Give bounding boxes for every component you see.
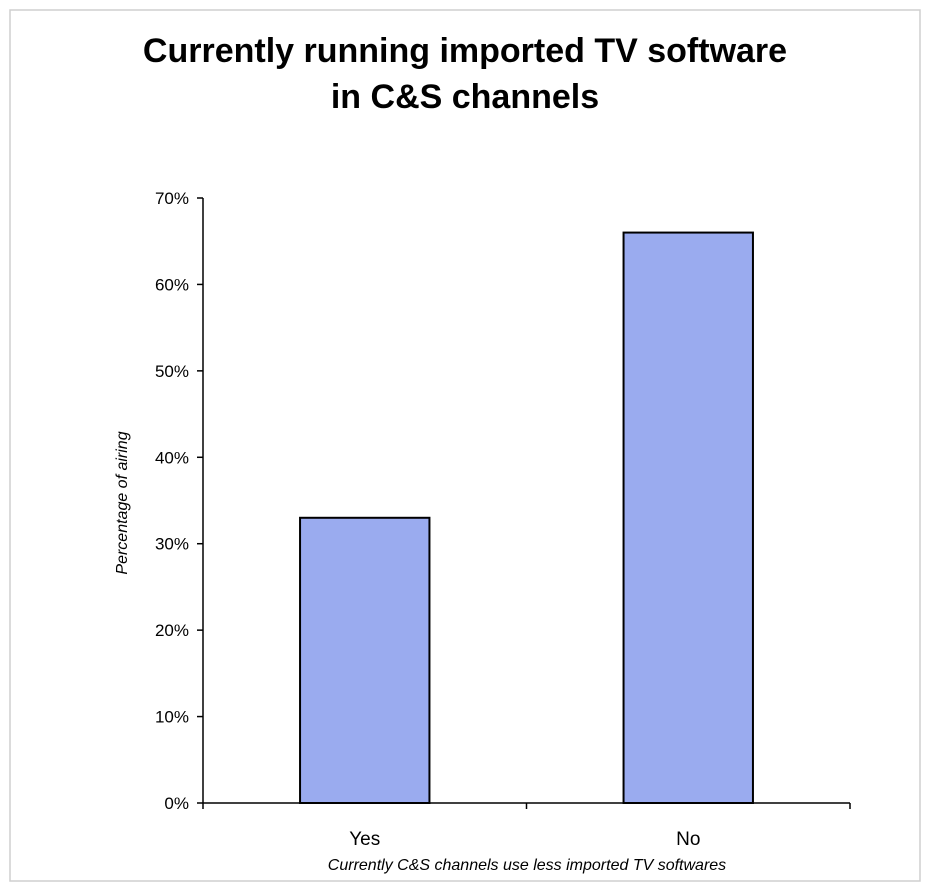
bar-no	[622, 231, 754, 805]
x-category-label: Yes	[349, 829, 380, 850]
y-axis-ticks: 0% 10% 20% 30% 40% 50% 60% 70%	[155, 189, 203, 813]
x-category-label: No	[676, 829, 700, 850]
y-tick-label: 20%	[155, 621, 189, 640]
y-axis-title: Percentage of airing	[114, 431, 131, 574]
x-axis-title: Currently C&S channels use less imported…	[328, 857, 726, 874]
x-axis-ticks: Yes No	[202, 803, 851, 850]
y-tick-label: 0%	[164, 794, 189, 813]
y-tick-label: 50%	[155, 362, 189, 381]
y-tick-label: 40%	[155, 448, 189, 467]
bars-group	[299, 231, 754, 805]
y-tick-label: 60%	[155, 275, 189, 294]
chart-title-line-2: in C&S channels	[331, 78, 599, 116]
chart-title-line-1: Currently running imported TV software	[143, 32, 787, 70]
y-tick-label: 10%	[155, 708, 189, 727]
y-tick-label: 70%	[155, 189, 189, 208]
bar-yes	[299, 516, 431, 804]
y-tick-label: 30%	[155, 535, 189, 554]
figure-frame	[9, 9, 921, 882]
